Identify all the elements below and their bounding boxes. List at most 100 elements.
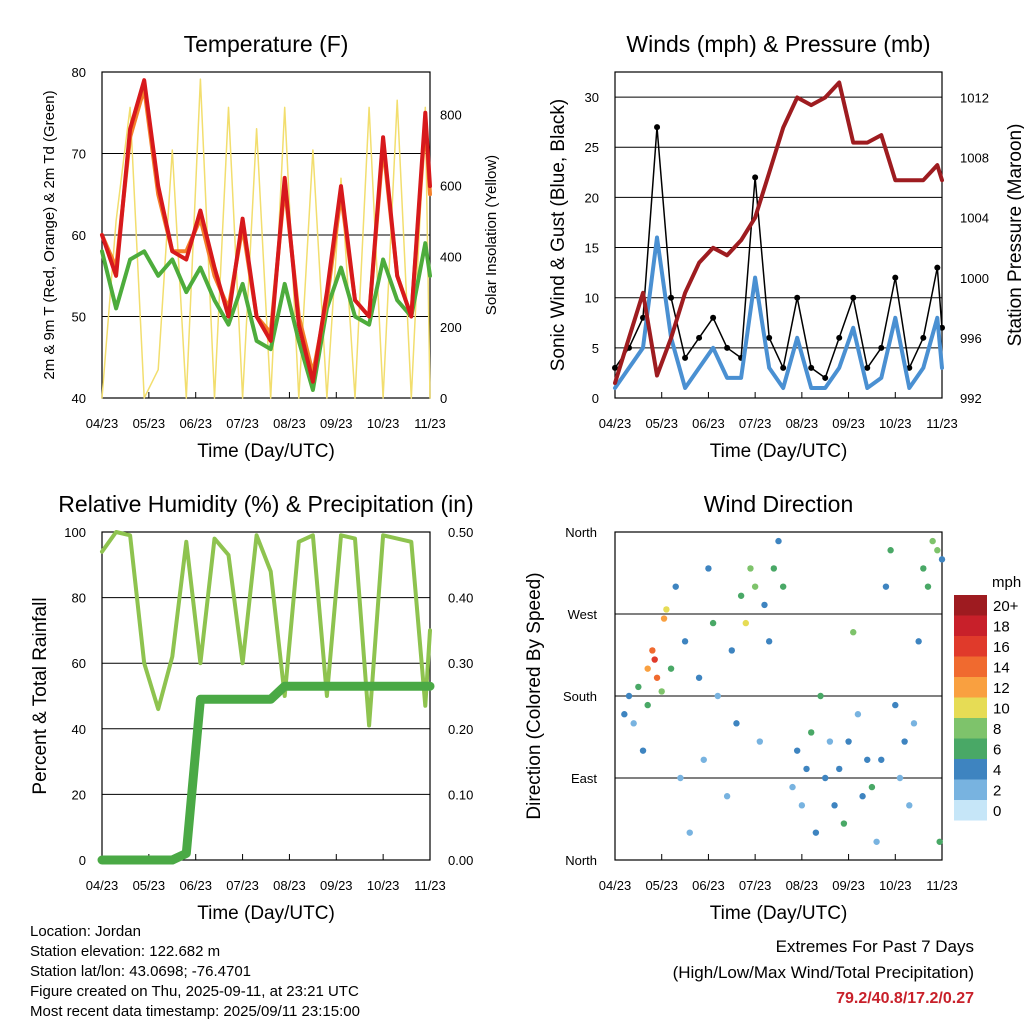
y-tick-label: 50: [72, 310, 86, 325]
y-tick-label: 15: [585, 241, 599, 256]
y-right-tick-label: 992: [960, 391, 982, 406]
direction-point: [700, 756, 707, 763]
legend-label: 20+: [993, 598, 1019, 615]
direction-point: [737, 592, 745, 599]
y-tick-label: 30: [585, 90, 599, 105]
direction-point: [649, 647, 656, 654]
y-right-tick-label: 1012: [960, 91, 989, 106]
x-tick-label: 05/23: [133, 416, 166, 431]
x-axis-label: Time (Day/UTC): [197, 903, 335, 924]
y-tick-label: 70: [72, 147, 86, 162]
y-tick-label: North: [565, 525, 597, 540]
y-right-tick-label: 0.30: [448, 656, 473, 671]
x-tick-label: 04/23: [599, 878, 632, 893]
y-right-axis-label: Station Pressure (Maroon): [1005, 124, 1024, 347]
direction-point: [892, 701, 899, 709]
direction-point: [798, 802, 806, 809]
y-axis-label: Direction (Colored By Speed): [524, 572, 545, 819]
legend-label: 0: [993, 803, 1001, 820]
y-tick-label: North: [565, 853, 597, 868]
extremes-title: Extremes For Past 7 Days: [775, 937, 974, 956]
y-tick-label: 100: [64, 525, 86, 540]
y-tick-label: 80: [72, 591, 86, 606]
direction-point: [929, 537, 936, 545]
x-tick-label: 08/23: [273, 878, 306, 893]
x-tick-label: 04/23: [599, 416, 632, 431]
direction-point: [831, 802, 838, 809]
legend-label: 6: [993, 742, 1001, 759]
y-tick-label: West: [568, 607, 598, 622]
x-tick-label: 08/23: [273, 416, 306, 431]
legend-swatch: [954, 718, 987, 739]
direction-point: [770, 565, 778, 572]
direction-point: [864, 756, 871, 763]
legend-label: 10: [993, 701, 1010, 718]
y-tick-label: 25: [585, 140, 599, 155]
chart-2: Winds (mph) & Pressure (mb) Time (Day/UTC…: [548, 31, 1024, 462]
direction-point: [938, 556, 946, 563]
extremes-box: Extremes For Past 7 Days (High/Low/Max W…: [673, 934, 974, 1012]
legend-label: 8: [993, 721, 1001, 738]
direction-point: [723, 793, 731, 800]
y-axis-label: Sonic Wind & Gust (Blue, Black): [548, 99, 569, 371]
direction-point: [817, 692, 824, 700]
chart-title: Temperature (F): [184, 31, 349, 57]
chart-title: Wind Direction: [704, 491, 854, 517]
y-tick-label: 20: [585, 190, 599, 205]
direction-point: [639, 747, 647, 754]
direction-point: [915, 638, 922, 645]
direction-point: [644, 701, 651, 709]
legend-title: mph: [992, 574, 1021, 591]
direction-point: [826, 738, 834, 745]
x-tick-label: 06/23: [692, 878, 725, 893]
x-tick-label: 09/23: [832, 416, 865, 431]
temp-2m-line: [100, 78, 432, 384]
plot-frame: [614, 531, 943, 861]
direction-point: [761, 601, 768, 609]
direction-point: [733, 720, 740, 727]
y-right-tick-label: 996: [960, 331, 982, 346]
direction-point: [840, 820, 848, 827]
gust-line: [614, 126, 943, 379]
y-tick-label: 60: [72, 656, 86, 671]
direction-point: [882, 583, 890, 590]
legend-swatch: [954, 779, 987, 800]
direction-point: [779, 583, 787, 590]
x-tick-label: 05/23: [645, 416, 678, 431]
x-tick-label: 07/23: [739, 416, 772, 431]
direction-point: [677, 774, 684, 782]
direction-point: [793, 747, 801, 754]
direction-point: [803, 765, 810, 773]
legend-swatch: [954, 636, 987, 657]
x-tick-label: 06/23: [179, 416, 212, 431]
legend-swatch: [954, 738, 987, 759]
legend-swatch: [954, 677, 987, 698]
y-tick-label: 10: [585, 291, 599, 306]
x-tick-label: 09/23: [320, 416, 353, 431]
x-tick-label: 11/23: [926, 416, 958, 431]
chart-1: Temperature (F) Time (Day/UTC) 04/23 05/23 0…: [41, 31, 500, 462]
latlon-text: Station lat/lon: 43.0698; -76.4701: [30, 963, 252, 980]
y-axis-label: Percent & Total Rainfall: [30, 597, 51, 794]
created-text: Figure created on Thu, 2025-09-11, at 23…: [30, 983, 359, 1000]
x-tick-label: 07/23: [226, 878, 259, 893]
x-tick-label: 04/23: [86, 416, 119, 431]
extremes-subtitle: (High/Low/Max Wind/Total Precipitation): [672, 963, 974, 982]
direction-point: [859, 793, 866, 800]
direction-point: [936, 838, 943, 845]
legend-label: 14: [993, 660, 1010, 677]
direction-point: [658, 688, 665, 695]
chart-title: Winds (mph) & Pressure (mb): [626, 31, 930, 57]
direction-point: [667, 665, 675, 672]
direction-point: [681, 638, 689, 645]
plot-frame: [101, 531, 431, 861]
legend-label: 4: [993, 762, 1001, 779]
x-axis-label: Time (Day/UTC): [710, 903, 848, 924]
y-right-tick-label: 400: [440, 249, 462, 264]
station-info: Location: Jordan Station elevation: 122.…: [30, 922, 360, 1022]
recent-text: Most recent data timestamp: 2025/09/11 2…: [30, 1003, 360, 1020]
legend-label: 16: [993, 639, 1010, 656]
direction-point: [686, 829, 693, 836]
x-tick-label: 06/23: [692, 416, 725, 431]
legend-swatch: [954, 656, 987, 677]
